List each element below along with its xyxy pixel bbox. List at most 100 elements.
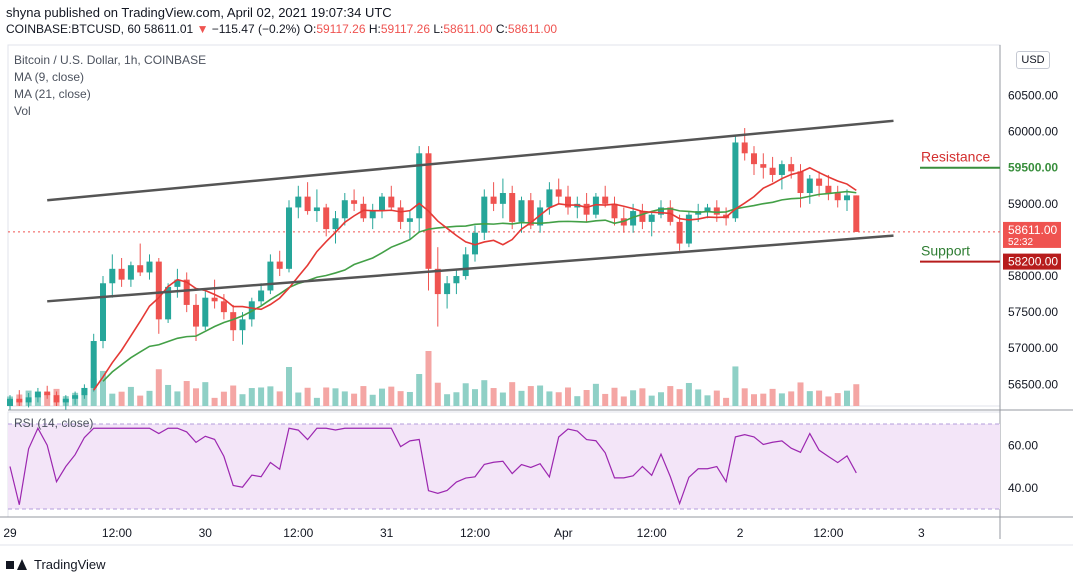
candle-body — [630, 211, 637, 226]
volume-bar — [602, 393, 609, 406]
candle-body — [527, 200, 534, 226]
support-price-label: 58200.00 — [1008, 255, 1058, 269]
candle-body — [313, 207, 320, 212]
volume-bar — [778, 393, 785, 406]
last-price: 58611.01 — [144, 22, 194, 36]
candle-body — [146, 261, 153, 273]
candle-body — [434, 268, 441, 295]
candle-body — [509, 193, 516, 222]
candle-body — [332, 218, 339, 230]
candle-body — [165, 286, 172, 320]
volume-bar — [388, 386, 395, 406]
volume-bar — [704, 395, 711, 406]
volume-bar — [183, 381, 190, 406]
candle-body — [806, 178, 813, 194]
volume-bar — [509, 382, 516, 406]
high-value: 59117.26 — [380, 22, 431, 36]
candle-body — [295, 196, 302, 208]
volume-bar — [639, 388, 646, 406]
candle-body — [416, 153, 423, 219]
volume-bar — [481, 380, 488, 406]
candle-body — [193, 304, 199, 327]
volume-bar — [286, 366, 292, 406]
candle-body — [174, 279, 181, 287]
volume-bar — [518, 390, 525, 406]
candle-body — [611, 203, 618, 219]
volume-bar — [220, 391, 227, 406]
volume-bar — [434, 382, 441, 406]
volume-bar — [44, 393, 51, 406]
time-tick-label: 30 — [199, 526, 213, 540]
volume-bar — [546, 391, 553, 406]
candle-body — [676, 221, 683, 244]
ma21-line — [102, 190, 857, 382]
candle-body — [658, 207, 664, 215]
candle-body — [351, 200, 358, 204]
candle-body — [472, 232, 478, 255]
candle-body — [118, 268, 125, 280]
candle-body — [499, 193, 506, 204]
volume-bar — [360, 386, 367, 406]
time-tick-label: 3 — [918, 526, 925, 540]
volume-bar — [825, 396, 832, 406]
candle-body — [379, 196, 385, 212]
close-value: 58611.00 — [507, 22, 558, 36]
candle-body — [397, 207, 404, 222]
volume-bar — [416, 374, 423, 406]
candle-body — [555, 189, 562, 197]
volume-bar — [760, 393, 767, 406]
volume-bar — [797, 382, 804, 406]
currency-button[interactable]: USD — [1016, 51, 1050, 69]
volume-bar — [462, 383, 469, 406]
volume-bar — [806, 391, 813, 406]
time-tick-label: Apr — [554, 526, 573, 540]
volume-bar — [555, 392, 562, 406]
rsi-band — [8, 424, 1000, 509]
candle-body — [90, 341, 97, 388]
volume-bar — [723, 397, 730, 406]
volume-bar — [258, 387, 265, 406]
volume-bar — [472, 389, 478, 406]
candle-body — [769, 167, 776, 175]
footer-brand[interactable]: TradingView — [6, 557, 106, 572]
candle-body — [490, 196, 497, 204]
candle-body — [751, 153, 757, 165]
volume-bar — [751, 394, 757, 406]
low-label: L: — [433, 22, 444, 36]
volume-bar — [313, 397, 320, 406]
countdown-label: 52:32 — [1008, 237, 1033, 248]
candle-body — [286, 207, 292, 269]
candle-body — [183, 279, 190, 305]
candle-body — [258, 290, 265, 302]
ma9-legend: MA (9, close) — [14, 70, 85, 84]
candle-body — [685, 214, 692, 244]
candle-body — [44, 391, 51, 396]
resistance-price-badge — [1003, 159, 1061, 176]
volume-bar — [676, 389, 683, 406]
volume-bar — [499, 392, 506, 406]
volume-bar — [685, 382, 692, 406]
price-tick-label: 59000.00 — [1008, 197, 1058, 211]
volume-bar — [732, 366, 739, 406]
candle-body — [788, 164, 795, 172]
volume-bar — [295, 392, 302, 406]
candle-body — [797, 171, 804, 194]
volume-bar — [137, 395, 144, 406]
price-tick-label: 57000.00 — [1008, 341, 1058, 355]
symbol-ohlc-line: COINBASE:BTCUSD, 60 58611.01 ▼ −115.47 (… — [6, 22, 557, 36]
volume-bar — [267, 386, 274, 406]
published-line: shyna published on TradingView.com, Apri… — [6, 5, 392, 20]
tradingview-logo-icon — [6, 558, 28, 572]
low-value: 58611.00 — [443, 22, 493, 36]
last-price-label: 58611.00 — [1008, 223, 1057, 237]
channel-lower-line — [47, 234, 894, 303]
volume-bar — [816, 390, 823, 406]
volume-legend: Vol — [14, 104, 31, 118]
resistance-label: Resistance — [921, 149, 990, 165]
candle-body — [583, 203, 590, 215]
rsi-tick-label: 40.00 — [1008, 481, 1038, 495]
volume-bar — [444, 394, 451, 406]
volume-bar — [453, 392, 460, 406]
volume-bar — [155, 369, 162, 406]
